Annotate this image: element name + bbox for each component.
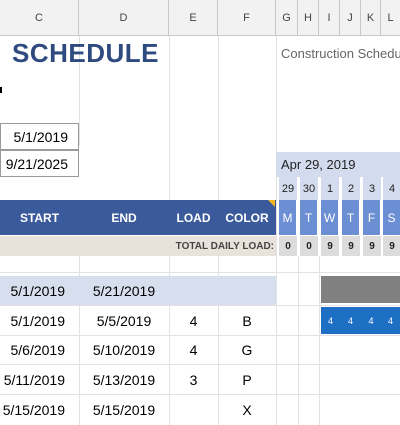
task-start[interactable]: 5/6/2019 xyxy=(10,342,66,358)
column-letter: K xyxy=(366,11,375,24)
day-number: 29 xyxy=(279,177,297,200)
day-number: 2 xyxy=(342,177,360,200)
cell-fragment xyxy=(0,87,2,93)
column-letter: L xyxy=(387,11,394,24)
day-letter: W xyxy=(321,200,339,235)
grid-line xyxy=(0,305,400,306)
task-start[interactable]: 5/11/2019 xyxy=(3,371,65,388)
task-end[interactable]: 5/13/2019 xyxy=(92,371,156,388)
display-date: 9/21/2025 xyxy=(5,155,68,172)
total-load-value: 0 xyxy=(300,236,318,256)
table-header-bar xyxy=(0,200,276,235)
column-header-l[interactable]: L xyxy=(381,0,400,36)
column-header-h[interactable]: H xyxy=(298,0,319,36)
task-end[interactable]: 5/10/2019 xyxy=(92,342,156,358)
day-number: 1 xyxy=(321,177,339,200)
total-load-value: 9 xyxy=(342,236,360,256)
end-header: END xyxy=(111,210,137,225)
grid-line xyxy=(169,256,170,425)
grid-line xyxy=(218,256,219,425)
grid-line xyxy=(79,256,80,425)
task-color[interactable]: P xyxy=(242,371,252,388)
day-letter: T xyxy=(342,200,360,235)
gantt-day-cell: 4 xyxy=(381,307,400,334)
page-title: SCHEDULE xyxy=(12,38,160,68)
column-header-j[interactable]: J xyxy=(340,0,361,36)
gantt-summary-bar xyxy=(321,276,400,303)
task-end[interactable]: 5/15/2019 xyxy=(92,401,156,418)
total-load-row xyxy=(0,236,276,256)
grid-line xyxy=(79,36,80,146)
grid-line xyxy=(0,394,400,395)
day-letter: T xyxy=(300,200,318,235)
task-color[interactable]: G xyxy=(241,342,253,358)
column-header-g[interactable]: G xyxy=(276,0,298,36)
task-end[interactable]: 5/5/2019 xyxy=(96,312,152,329)
task-load[interactable]: 4 xyxy=(189,312,198,329)
day-letter: F xyxy=(363,200,381,235)
grid-line xyxy=(0,335,400,336)
column-letter: D xyxy=(119,11,128,24)
column-letter: I xyxy=(327,11,331,24)
day-letter: S xyxy=(383,200,400,235)
column-header-f[interactable]: F xyxy=(218,0,276,36)
project-start-date: 5/1/2019 xyxy=(13,128,69,145)
project-start-date-cell[interactable]: 5/1/2019 xyxy=(0,123,79,150)
gantt-day-cell: 4 xyxy=(340,307,361,334)
column-letter: F xyxy=(243,11,250,24)
table-row[interactable] xyxy=(0,276,276,305)
column-letter: J xyxy=(347,11,353,24)
task-start[interactable]: 5/1/2019 xyxy=(10,282,66,299)
column-header-d[interactable]: D xyxy=(79,0,169,36)
week-header: Apr 29, 2019 xyxy=(276,152,400,177)
grid-line xyxy=(0,272,400,273)
day-number: 4 xyxy=(383,177,400,200)
task-load[interactable]: 4 xyxy=(189,342,198,358)
column-header-k[interactable]: K xyxy=(361,0,381,36)
grid-line xyxy=(319,256,320,425)
column-letter: G xyxy=(282,11,291,24)
column-header-e[interactable]: E xyxy=(169,0,218,36)
task-color[interactable]: X xyxy=(242,401,252,418)
display-date-cell[interactable]: 9/21/2025 xyxy=(0,150,79,177)
column-letter: C xyxy=(35,11,43,24)
column-letter: H xyxy=(304,11,312,24)
day-number: 3 xyxy=(363,177,381,200)
task-start[interactable]: 5/15/2019 xyxy=(2,401,65,418)
grid-line xyxy=(298,256,299,425)
day-letter: M xyxy=(279,200,297,235)
grid-line xyxy=(276,36,277,425)
day-number: 30 xyxy=(300,177,318,200)
total-load-value: 9 xyxy=(321,236,339,256)
grid-line xyxy=(218,36,219,200)
task-end[interactable]: 5/21/2019 xyxy=(92,282,156,299)
total-load-value: 0 xyxy=(279,236,297,256)
load-header: LOAD xyxy=(176,210,211,225)
column-header-c[interactable]: C xyxy=(0,0,79,36)
gantt-day-cell: 4 xyxy=(321,307,340,334)
task-load[interactable]: 3 xyxy=(189,371,198,388)
total-load-value: 9 xyxy=(383,236,400,256)
grid-line xyxy=(0,364,400,365)
column-header-i[interactable]: I xyxy=(319,0,340,36)
color-header: COLOR xyxy=(225,210,269,225)
total-load-value: 9 xyxy=(363,236,381,256)
task-load[interactable] xyxy=(169,395,218,424)
comment-indicator-icon xyxy=(268,200,275,207)
column-letter: E xyxy=(189,11,197,24)
task-start[interactable]: 5/1/2019 xyxy=(10,312,66,329)
gantt-day-cell: 4 xyxy=(361,307,381,334)
start-header: START xyxy=(19,210,60,225)
week-label: Apr 29, 2019 xyxy=(281,157,356,172)
total-load-label: TOTAL DAILY LOAD: xyxy=(175,240,274,252)
page-subtitle: Construction Schedu xyxy=(281,46,400,61)
grid-line xyxy=(169,36,170,200)
task-color[interactable]: B xyxy=(242,312,252,329)
